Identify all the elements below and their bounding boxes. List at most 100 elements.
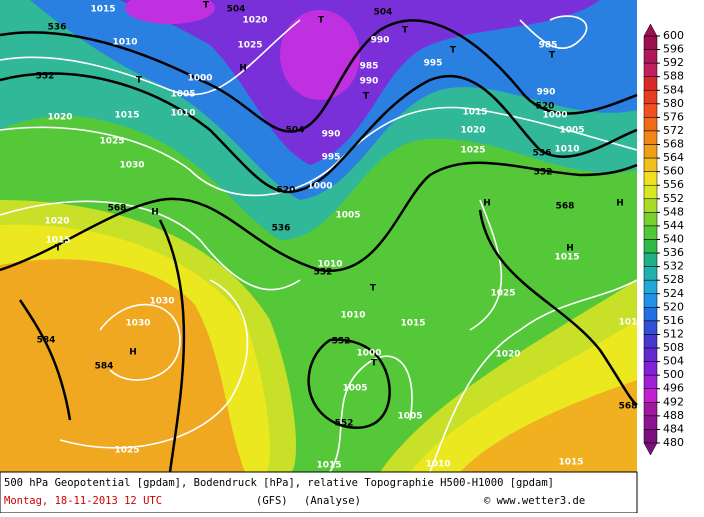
- contour-label: 1000: [542, 111, 567, 121]
- colorbar-band: [643, 293, 658, 308]
- pressure-center: H: [566, 244, 574, 254]
- colorbar-tick-label: 548: [663, 205, 684, 218]
- pressure-center: T: [402, 26, 409, 36]
- colorbar-band: [643, 49, 658, 64]
- contour: [18, 299, 72, 421]
- contour-label: 1000: [187, 74, 212, 84]
- contour-label: 990: [322, 130, 341, 140]
- contour-label: 1005: [342, 384, 367, 394]
- colorbar-band: [643, 157, 658, 172]
- colorbar-band: [643, 130, 658, 145]
- contour-label: 1015: [316, 461, 341, 471]
- colorbar-tick-label: 480: [663, 436, 684, 449]
- colorbar-tick-label: 504: [663, 355, 684, 368]
- colorbar-band: [643, 361, 658, 376]
- contour-label: 536: [48, 23, 67, 33]
- colorbar-tick-label: 560: [663, 165, 684, 178]
- contour-label: 1000: [356, 349, 381, 359]
- colorbar-band: [643, 90, 658, 105]
- contour-label: 536: [272, 224, 291, 234]
- colorbar-band: [643, 171, 658, 186]
- colorbar-band: [643, 225, 658, 240]
- isobar: [329, 355, 413, 473]
- contour-label: 1015: [462, 108, 487, 118]
- contour-label: 1025: [237, 41, 262, 51]
- colorbar-tick-label: 572: [663, 124, 684, 137]
- contour-label: 1020: [44, 217, 69, 227]
- pressure-center: T: [370, 284, 377, 294]
- colorbar-tick-label: 584: [663, 83, 684, 96]
- colorbar-tick-label: 552: [663, 192, 684, 205]
- colorbar-cap: [643, 23, 658, 37]
- caption-date: Montag, 18-11-2013 12 UTC: [4, 495, 162, 507]
- contour-label: 1020: [460, 126, 485, 136]
- colorbar-band: [643, 347, 658, 362]
- contour-label: 1030: [149, 297, 174, 307]
- pressure-center: H: [483, 199, 491, 209]
- colorbar-band: [643, 334, 658, 349]
- field-purple: [120, 0, 600, 165]
- colorbar-tick-label: 600: [663, 29, 684, 42]
- contour: [307, 338, 391, 429]
- colorbar-band: [643, 252, 658, 267]
- contour-label: 1020: [495, 350, 520, 360]
- field-magenta: [125, 0, 215, 24]
- isobar: [99, 303, 181, 381]
- pressure-center: H: [129, 348, 137, 358]
- contour-label: 990: [360, 77, 379, 87]
- contour: [0, 19, 638, 133]
- contour-label: 1010: [554, 145, 579, 155]
- caption-title: 500 hPa Geopotential [gpdam], Bodendruck…: [4, 477, 554, 489]
- colorbar-band: [643, 76, 658, 91]
- colorbar-band: [643, 212, 658, 227]
- contour-label: 1015: [558, 458, 583, 468]
- contour: [158, 219, 186, 473]
- contour-label: 568: [108, 204, 127, 214]
- contour-label: 1010: [340, 311, 365, 321]
- contour-label: 1025: [114, 446, 139, 456]
- contour-label: 1015: [90, 5, 115, 15]
- contour-label: 520: [277, 186, 296, 196]
- colorbar-tick-label: 516: [663, 314, 684, 327]
- colorbar-band: [643, 266, 658, 281]
- pressure-center: T: [55, 244, 62, 254]
- contour-label: 990: [537, 88, 556, 98]
- pressure-center: H: [151, 208, 159, 218]
- contour-label: 568: [556, 202, 575, 212]
- colorbar-band: [643, 415, 658, 430]
- colorbar-tick-label: 508: [663, 341, 684, 354]
- colorbar-tick-label: 524: [663, 287, 684, 300]
- contour-label: 1010: [170, 109, 195, 119]
- contour-label: 1005: [397, 412, 422, 422]
- colorbar-tick-label: 576: [663, 110, 684, 123]
- colorbar-tick-label: 568: [663, 138, 684, 151]
- isobar: [519, 15, 588, 50]
- contour-label: 1015: [114, 111, 139, 121]
- contour-label: 520: [536, 102, 555, 112]
- contour: [0, 161, 638, 273]
- contour-label: 1015: [45, 236, 70, 246]
- isobar: [469, 199, 503, 331]
- colorbar-tick-label: 536: [663, 246, 684, 259]
- contour-label: 1005: [559, 126, 584, 136]
- colorbar-tick-label: 496: [663, 382, 684, 395]
- contour-label: 995: [424, 59, 443, 69]
- isobar: [0, 106, 638, 197]
- contour-label: 568: [619, 402, 638, 412]
- contour-label: 584: [95, 362, 114, 372]
- contour-label: 1010: [425, 460, 450, 470]
- contour-label: 1030: [119, 161, 144, 171]
- contour-label: 504: [227, 5, 246, 15]
- colorbar-tick-label: 592: [663, 56, 684, 69]
- colorbar-tick-label: 484: [663, 422, 684, 435]
- contour-label: 1010: [112, 38, 137, 48]
- contour-label: 1025: [99, 137, 124, 147]
- contour-label: 552: [335, 419, 354, 429]
- contour-label: 1020: [242, 16, 267, 26]
- pressure-center: H: [616, 199, 624, 209]
- contour-label: 101: [619, 318, 638, 328]
- colorbar-band: [643, 117, 658, 132]
- contour-label: 552: [314, 268, 333, 278]
